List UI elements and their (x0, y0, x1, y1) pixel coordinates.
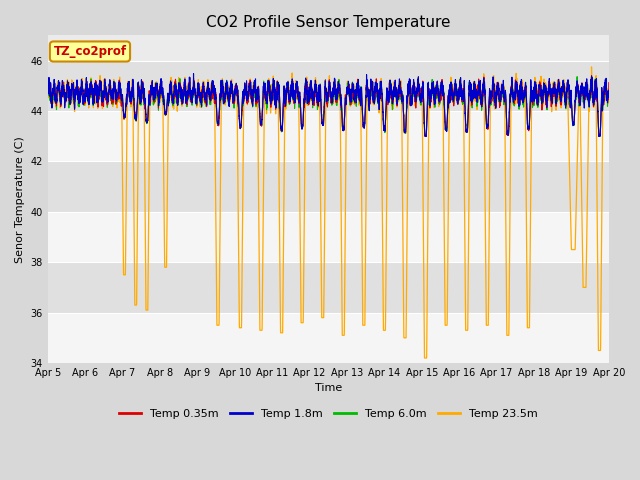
Bar (48, 312, 609, 363)
Y-axis label: Senor Temperature (C): Senor Temperature (C) (15, 136, 25, 263)
X-axis label: Time: Time (315, 384, 342, 394)
Text: TZ_co2prof: TZ_co2prof (53, 45, 127, 58)
Bar (48, 262, 609, 312)
Bar (48, 161, 609, 212)
Title: CO2 Profile Sensor Temperature: CO2 Profile Sensor Temperature (206, 15, 451, 30)
Bar (48, 212, 609, 262)
Bar (48, 111, 609, 161)
Bar (48, 60, 609, 111)
Legend: Temp 0.35m, Temp 1.8m, Temp 6.0m, Temp 23.5m: Temp 0.35m, Temp 1.8m, Temp 6.0m, Temp 2… (115, 404, 542, 423)
